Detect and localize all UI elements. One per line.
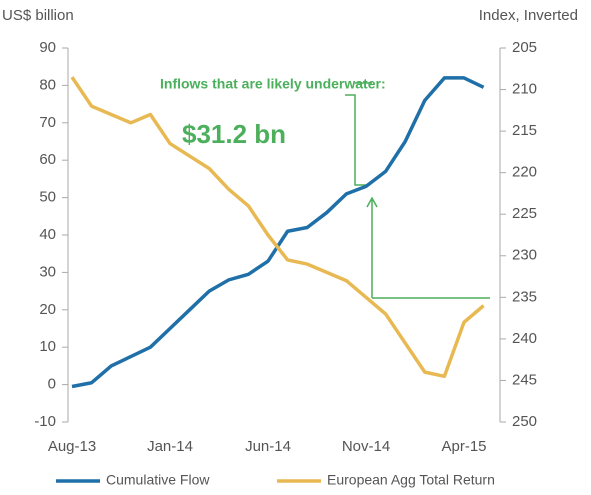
y2-tick-label: 205 — [512, 39, 537, 56]
y2-tick-label: 215 — [512, 122, 537, 139]
bracket — [345, 94, 370, 186]
y2-tick-label: 245 — [512, 371, 537, 388]
y-tick-label: 60 — [39, 151, 56, 168]
y-tick-label: 30 — [39, 263, 56, 280]
series-line — [70, 76, 485, 379]
x-tick-label: Jan-14 — [147, 438, 193, 455]
x-tick-label: Jun-14 — [245, 438, 291, 455]
y-tick-label: 0 — [48, 376, 56, 393]
x-tick-label: Nov-14 — [342, 438, 390, 455]
y2-tick-label: 220 — [512, 164, 537, 181]
y-tick-label: 80 — [39, 76, 56, 93]
y2-tick-label: 210 — [512, 81, 537, 98]
legend-label: Cumulative Flow — [106, 472, 210, 488]
arrow — [366, 196, 378, 298]
y-tick-label: -10 — [34, 413, 56, 430]
y-tick-label: 10 — [39, 338, 56, 355]
legend-label: European Agg Total Return — [327, 472, 495, 488]
x-tick-label: Apr-15 — [441, 438, 486, 455]
annotation-lines — [345, 82, 490, 299]
y-tick-label: 70 — [39, 114, 56, 131]
y2-tick-label: 250 — [512, 413, 537, 430]
y-axis-label: US$ billion — [2, 7, 74, 24]
y-tick-label: 90 — [39, 39, 56, 56]
annotation: Inflows that are likely underwater: — [160, 76, 386, 92]
y2-tick-label: 230 — [512, 247, 537, 264]
y2-tick-label: 240 — [512, 330, 537, 347]
x-tick-label: Aug-13 — [48, 438, 96, 455]
y-tick-label: 20 — [39, 301, 56, 318]
y-tick-label: 40 — [39, 226, 56, 243]
y2-tick-label: 225 — [512, 205, 537, 222]
y2-tick-label: 235 — [512, 288, 537, 305]
y-tick-label: 50 — [39, 189, 56, 206]
annotation-value: $31.2 bn — [182, 119, 286, 149]
y2-axis-label: Index, Inverted — [479, 7, 578, 24]
